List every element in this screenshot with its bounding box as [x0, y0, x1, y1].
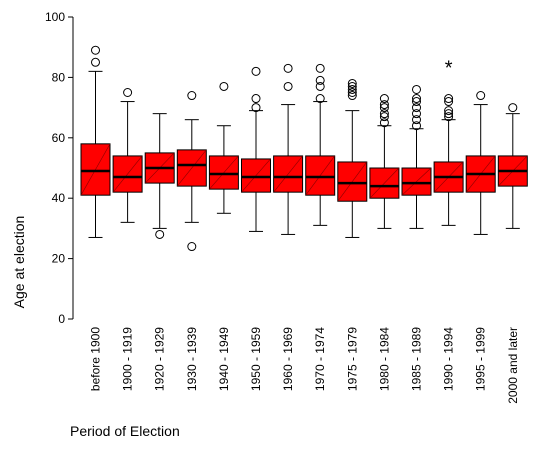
x-tick-label: 2000 and later — [506, 327, 520, 404]
outlier-point — [251, 94, 261, 104]
box-group — [241, 66, 271, 232]
x-tick-label: 1980 - 1984 — [377, 327, 391, 391]
x-tick-label: 1970 - 1974 — [313, 327, 327, 391]
outlier-point — [412, 109, 421, 119]
x-tick-label: 1950 - 1959 — [249, 327, 263, 391]
y-axis: 0 20 40 60 80 100 — [45, 10, 74, 326]
outlier-point — [379, 103, 389, 113]
outlier-point — [251, 103, 261, 113]
outlier-point — [412, 121, 421, 131]
box-diagonal — [209, 155, 239, 190]
box-group — [208, 81, 239, 214]
outlier-point — [444, 94, 454, 104]
outlier-point — [412, 103, 421, 113]
box-group — [144, 113, 175, 239]
box-group — [369, 94, 400, 229]
outlier-point — [219, 81, 229, 91]
x-tick-label: 1940 - 1949 — [217, 327, 231, 391]
extreme-point: * — [445, 57, 453, 79]
x-tick-label: 1920 - 1929 — [153, 327, 167, 391]
y-tick-label: 100 — [45, 10, 65, 24]
box-group — [273, 63, 304, 235]
outlier-point — [283, 63, 293, 73]
box-diagonal — [273, 155, 303, 193]
outlier-point — [379, 109, 389, 119]
box-group — [80, 45, 111, 238]
box-diagonal — [241, 158, 271, 193]
outlier-point — [123, 88, 133, 97]
outlier-point — [379, 100, 389, 110]
box-group — [176, 91, 207, 252]
x-tick-label: 1990 - 1994 — [442, 327, 456, 391]
box-group — [497, 103, 528, 229]
x-tick-label: 1975 - 1979 — [345, 327, 359, 391]
box-group — [112, 88, 143, 223]
box-diagonal — [369, 167, 400, 199]
outlier-point — [347, 78, 357, 88]
outlier-point — [315, 63, 325, 73]
box-diagonal — [80, 143, 111, 196]
box-group — [337, 78, 368, 238]
outlier-point — [187, 242, 197, 252]
outlier-point — [444, 106, 454, 116]
x-tick-label: 1995 - 1999 — [474, 327, 488, 391]
y-tick-label: 40 — [52, 191, 66, 205]
outlier-point — [508, 103, 518, 113]
box-group — [401, 84, 432, 229]
box-diagonal — [112, 155, 143, 193]
outlier-point — [91, 45, 100, 55]
box-diagonal — [177, 149, 207, 187]
x-tick-label: 1900 - 1919 — [121, 327, 135, 391]
outlier-point — [412, 97, 421, 107]
outlier-point — [283, 81, 293, 91]
outlier-point — [347, 88, 357, 97]
x-tick-label: 1960 - 1969 — [281, 327, 295, 391]
box-group — [305, 63, 336, 226]
x-tick-label: 1985 - 1989 — [410, 327, 424, 391]
outlier-point — [347, 91, 357, 101]
box-diagonal — [337, 161, 368, 202]
y-tick-label: 80 — [52, 70, 66, 84]
outlier-point — [155, 229, 165, 239]
boxes: * — [80, 45, 528, 252]
y-tick-label: 60 — [52, 131, 66, 145]
outlier-point — [444, 109, 454, 119]
outlier-point — [412, 115, 421, 125]
y-tick-label: 20 — [52, 252, 66, 266]
outlier-point — [315, 75, 325, 85]
outlier-point — [444, 97, 454, 107]
outlier-point — [379, 112, 389, 122]
outlier-point — [347, 81, 357, 91]
x-axis: before 1900 1900 - 1919 1920 - 1929 1930 - … — [89, 327, 520, 404]
outlier-point — [379, 94, 389, 104]
box-diagonal — [305, 155, 335, 196]
x-tick-label: before 1900 — [89, 327, 103, 391]
x-tick-label: 1930 - 1939 — [185, 327, 199, 391]
box-diagonal — [401, 167, 432, 196]
outlier-point — [412, 94, 421, 104]
outlier-point — [315, 81, 325, 91]
x-axis-title: Period of Election — [70, 423, 180, 439]
box-group: * — [433, 57, 464, 226]
outlier-point — [379, 118, 389, 128]
box-group — [465, 91, 496, 235]
outlier-point — [347, 84, 357, 94]
outlier-point — [315, 94, 325, 104]
outlier-point — [476, 91, 486, 101]
outlier-point — [412, 84, 421, 94]
outlier-point — [91, 57, 100, 67]
outlier-point — [187, 91, 197, 101]
outlier-point — [251, 66, 261, 76]
outlier-point — [444, 112, 454, 122]
y-tick-label: 0 — [58, 312, 65, 326]
y-axis-title: Age at election — [11, 216, 27, 309]
